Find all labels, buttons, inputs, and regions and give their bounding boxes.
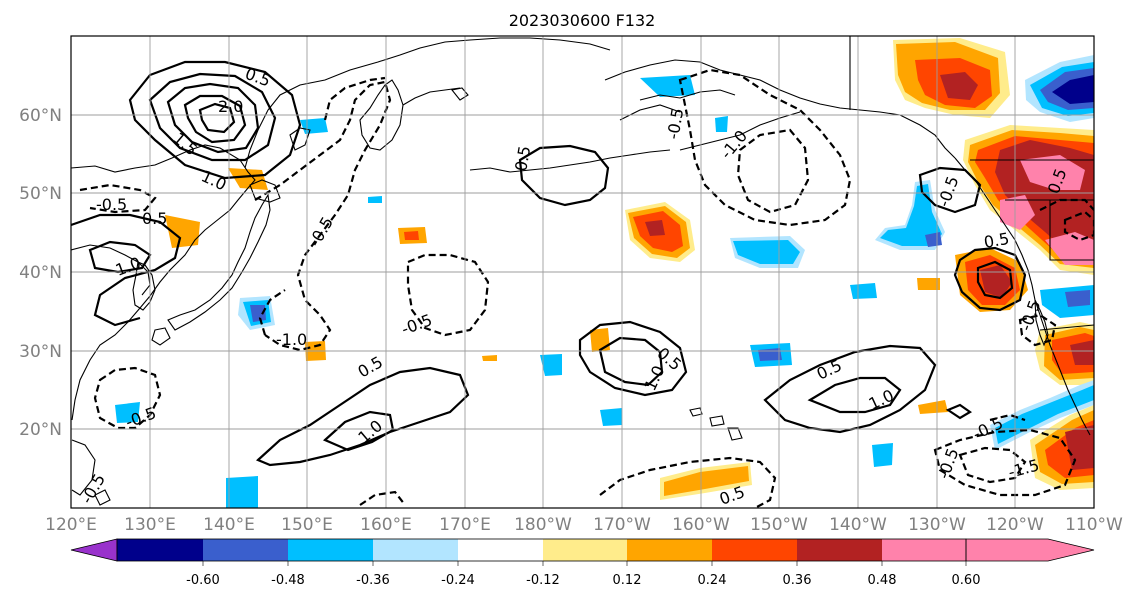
lon-label: 170°W [593, 515, 651, 535]
lon-label: 180°W [514, 515, 572, 535]
colorbar-tick-label: 0.12 [613, 573, 642, 588]
lon-label: 110°W [1065, 515, 1123, 535]
colorbar-tick-label: 0.24 [698, 573, 727, 588]
colorbar-tick-label: -0.12 [526, 573, 560, 588]
lat-label-20n: 20°N [19, 420, 62, 440]
contour-label: 0.5 [511, 144, 534, 172]
colorbar-swatch [543, 539, 627, 561]
lon-label: 140°E [203, 515, 255, 535]
colorbar-swatch [288, 539, 373, 561]
colorbar-tick-label: -0.48 [271, 573, 305, 588]
colorbar-tick-label: 0.36 [783, 573, 812, 588]
colorbar-tick-label: -0.60 [186, 573, 220, 588]
contour-label: -1.0 [276, 330, 307, 349]
lon-label: 120°E [45, 515, 97, 535]
lat-label-60n: 60°N [19, 106, 62, 126]
colorbar-extend-min [70, 538, 118, 562]
lat-label-40n: 40°N [19, 263, 62, 283]
colorbar-swatch [458, 539, 543, 561]
lon-label: 170°E [439, 515, 491, 535]
colorbar-tick-label: -0.36 [356, 573, 390, 588]
lon-label: 140°W [829, 515, 887, 535]
colorbar: -0.60 -0.48 -0.36 -0.24 -0.12 0.12 0.24 … [70, 538, 1095, 588]
colorbar-swatch [712, 539, 797, 561]
colorbar-tick-label: -0.24 [441, 573, 475, 588]
colorbar-tick-label: 0.48 [868, 573, 897, 588]
contour-label: -0.5 [96, 195, 127, 214]
colorbar-swatch [797, 539, 882, 561]
coastlines [71, 36, 1094, 506]
colorbar-tick-label: 0.60 [952, 573, 981, 588]
map-title: 2023030600 F132 [509, 11, 656, 30]
colorbar-extend-max [965, 538, 1095, 562]
latitude-labels: 60°N 50°N 40°N 30°N 20°N [19, 106, 62, 440]
lon-label: 160°E [360, 515, 412, 535]
lon-label: 150°E [281, 515, 333, 535]
shaded-anomalies [115, 38, 1094, 508]
colorbar-swatch [627, 539, 712, 561]
longitude-labels: 120°E 130°E 140°E 150°E 160°E 170°E 180°… [45, 515, 1123, 535]
lon-label: 150°W [750, 515, 808, 535]
colorbar-swatch [203, 539, 288, 561]
lon-label: 130°E [124, 515, 176, 535]
lat-label-50n: 50°N [19, 184, 62, 204]
lon-label: 160°W [672, 515, 730, 535]
map-panel: 0.5 2.0 1.5 1.0 -0.5 0.5 1.0 -0.5 -1.0 -… [19, 35, 1123, 535]
colorbar-swatch [882, 539, 966, 561]
lat-label-30n: 30°N [19, 342, 62, 362]
contour-label: 0.5 [982, 229, 1010, 252]
contour-label: 0.5 [142, 209, 167, 228]
contour-label: 2.0 [218, 97, 243, 116]
colorbar-swatch [117, 539, 203, 561]
graticule [71, 36, 1094, 508]
lon-label: 130°W [908, 515, 966, 535]
colorbar-swatch [373, 539, 458, 561]
lon-label: 120°W [986, 515, 1044, 535]
